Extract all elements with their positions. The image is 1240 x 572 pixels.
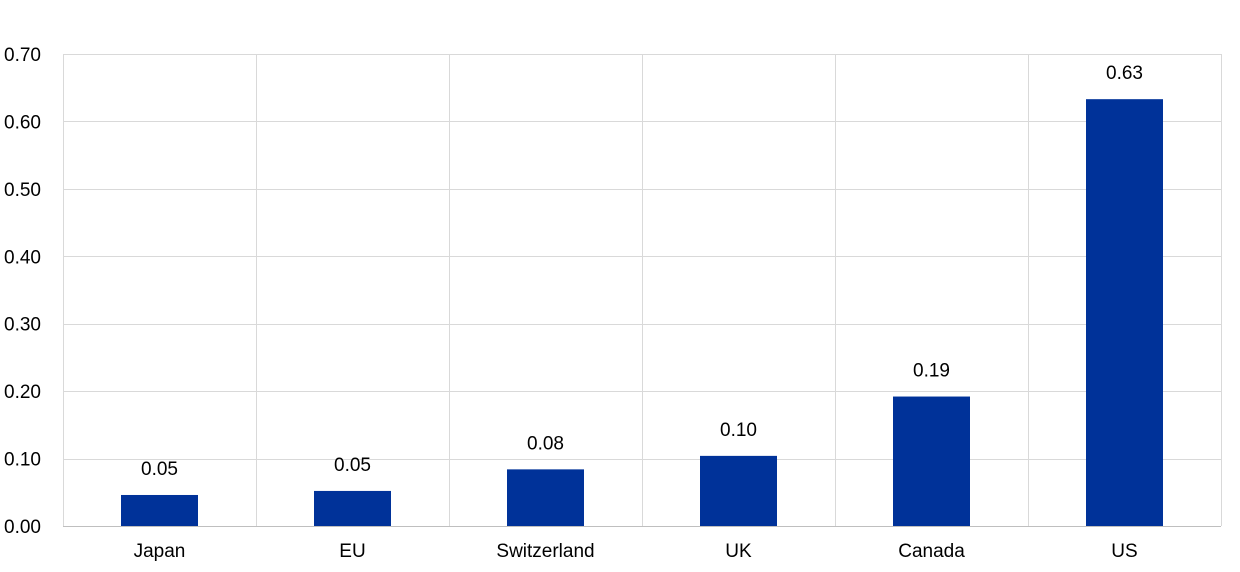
bar-eu	[314, 490, 391, 526]
chart-bars	[121, 99, 1163, 527]
bar-data-label: 0.05	[141, 459, 178, 480]
y-tick-label: 0.20	[4, 382, 41, 403]
x-category-label: EU	[339, 541, 365, 562]
y-tick-label: 0.60	[4, 112, 41, 133]
bar-data-label: 0.05	[334, 455, 371, 476]
x-category-label: Switzerland	[496, 541, 594, 562]
bar-data-label: 0.19	[913, 361, 950, 382]
y-tick-label: 0.70	[4, 45, 41, 66]
y-tick-label: 0.00	[4, 517, 41, 538]
chart-grid	[63, 54, 1222, 527]
bar-data-labels: 0.05 0.05 0.08 0.10 0.19 0.63	[141, 63, 1143, 480]
x-category-label: UK	[725, 541, 752, 562]
bar-canada	[893, 396, 970, 526]
x-category-label: US	[1111, 541, 1137, 562]
bar-uk	[700, 455, 777, 526]
y-axis-tick-labels: 0.00 0.10 0.20 0.30 0.40 0.50 0.60 0.70	[4, 45, 41, 538]
y-tick-label: 0.10	[4, 450, 41, 471]
y-tick-label: 0.30	[4, 315, 41, 336]
bar-data-label: 0.08	[527, 433, 564, 454]
bar-japan	[121, 494, 198, 526]
bar-switzerland	[507, 469, 584, 526]
y-tick-label: 0.40	[4, 247, 41, 268]
x-axis-category-labels: Japan EU Switzerland UK Canada US	[134, 541, 1138, 562]
bar-us	[1086, 99, 1163, 527]
x-category-label: Canada	[898, 541, 965, 562]
y-tick-label: 0.50	[4, 180, 41, 201]
bar-data-label: 0.63	[1106, 63, 1143, 84]
x-category-label: Japan	[134, 541, 186, 562]
bar-data-label: 0.10	[720, 420, 757, 441]
